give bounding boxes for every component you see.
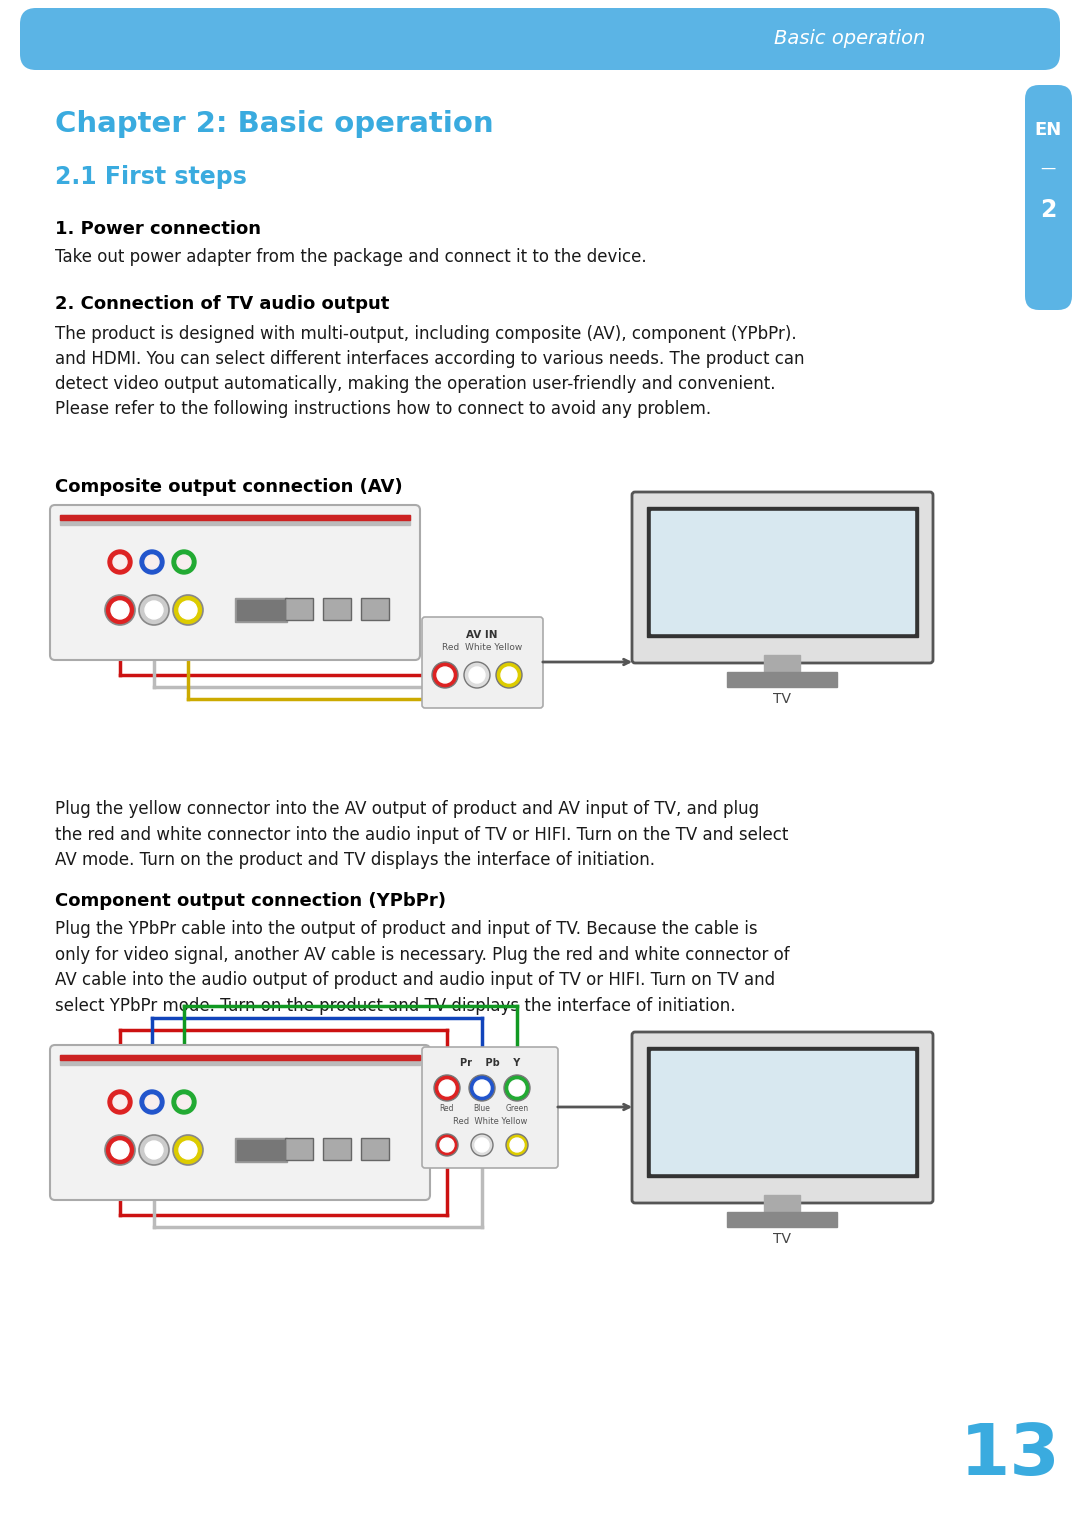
- Bar: [237, 1140, 285, 1160]
- Text: 2: 2: [1040, 198, 1056, 222]
- Circle shape: [108, 1089, 132, 1114]
- Circle shape: [504, 1075, 530, 1102]
- Text: Pr    Pb    Y: Pr Pb Y: [460, 1059, 521, 1068]
- Text: Green: Green: [505, 1105, 528, 1114]
- Text: Blue: Blue: [473, 1105, 490, 1114]
- Text: Red: Red: [440, 1105, 455, 1114]
- Circle shape: [464, 662, 490, 688]
- Text: The product is designed with multi-output, including composite (AV), component (: The product is designed with multi-outpu…: [55, 325, 805, 418]
- Circle shape: [145, 1141, 163, 1160]
- Text: Plug the yellow connector into the AV output of product and AV input of TV, and : Plug the yellow connector into the AV ou…: [55, 800, 788, 869]
- Text: 2. Connection of TV audio output: 2. Connection of TV audio output: [55, 296, 390, 313]
- Circle shape: [172, 550, 195, 574]
- Bar: [285, 597, 313, 620]
- Bar: [764, 1195, 800, 1216]
- Circle shape: [145, 601, 163, 619]
- Bar: [60, 515, 410, 525]
- Circle shape: [509, 1080, 525, 1095]
- Text: Composite output connection (AV): Composite output connection (AV): [55, 478, 403, 496]
- Bar: [235, 1138, 287, 1161]
- Text: TV: TV: [773, 1232, 791, 1246]
- Circle shape: [145, 555, 159, 568]
- Circle shape: [179, 1141, 197, 1160]
- Text: Take out power adapter from the package and connect it to the device.: Take out power adapter from the package …: [55, 248, 647, 267]
- Circle shape: [140, 550, 164, 574]
- Circle shape: [177, 555, 191, 568]
- Circle shape: [474, 1080, 490, 1095]
- Circle shape: [177, 1095, 191, 1109]
- Text: Plug the YPbPr cable into the output of product and input of TV. Because the cab: Plug the YPbPr cable into the output of …: [55, 921, 789, 1016]
- Circle shape: [469, 1075, 495, 1102]
- Bar: [651, 512, 914, 633]
- Bar: [651, 1051, 914, 1174]
- Circle shape: [471, 1134, 492, 1157]
- FancyBboxPatch shape: [632, 492, 933, 663]
- Circle shape: [113, 555, 127, 568]
- FancyBboxPatch shape: [632, 1033, 933, 1203]
- Circle shape: [111, 1141, 129, 1160]
- Text: 13: 13: [960, 1422, 1061, 1491]
- Circle shape: [111, 601, 129, 619]
- Circle shape: [501, 666, 517, 683]
- Circle shape: [139, 1135, 168, 1164]
- FancyBboxPatch shape: [21, 8, 1059, 70]
- Bar: [60, 1056, 420, 1060]
- Circle shape: [173, 1135, 203, 1164]
- Bar: [323, 597, 351, 620]
- Text: Basic operation: Basic operation: [774, 29, 926, 49]
- Text: AV IN: AV IN: [467, 630, 498, 640]
- Text: TV: TV: [773, 692, 791, 706]
- Circle shape: [438, 1080, 455, 1095]
- Circle shape: [496, 662, 522, 688]
- FancyBboxPatch shape: [1025, 84, 1072, 309]
- Bar: [285, 1138, 313, 1160]
- Circle shape: [105, 1135, 135, 1164]
- Circle shape: [432, 662, 458, 688]
- Bar: [647, 507, 918, 637]
- Circle shape: [113, 1095, 127, 1109]
- FancyBboxPatch shape: [50, 1045, 430, 1200]
- Text: —: —: [1040, 161, 1055, 176]
- Circle shape: [434, 1075, 460, 1102]
- Circle shape: [108, 550, 132, 574]
- Circle shape: [440, 1138, 454, 1152]
- Circle shape: [105, 594, 135, 625]
- Bar: [361, 597, 389, 620]
- Circle shape: [179, 601, 197, 619]
- Bar: [727, 673, 837, 686]
- Bar: [60, 1056, 420, 1065]
- Circle shape: [139, 594, 168, 625]
- Circle shape: [437, 666, 453, 683]
- Circle shape: [436, 1134, 458, 1157]
- Text: Red  White Yellow: Red White Yellow: [453, 1117, 527, 1126]
- Text: 1. Power connection: 1. Power connection: [55, 221, 261, 237]
- Text: Component output connection (YPbPr): Component output connection (YPbPr): [55, 892, 446, 910]
- Bar: [235, 597, 287, 622]
- Circle shape: [507, 1134, 528, 1157]
- Text: Chapter 2: Basic operation: Chapter 2: Basic operation: [55, 110, 494, 138]
- FancyBboxPatch shape: [422, 617, 543, 708]
- Circle shape: [510, 1138, 524, 1152]
- Text: 2.1 First steps: 2.1 First steps: [55, 165, 247, 188]
- FancyBboxPatch shape: [422, 1046, 558, 1167]
- Bar: [647, 1046, 918, 1177]
- Bar: [323, 1138, 351, 1160]
- Circle shape: [140, 1089, 164, 1114]
- Circle shape: [172, 1089, 195, 1114]
- Bar: [237, 601, 285, 620]
- Text: Red  White Yellow: Red White Yellow: [442, 643, 522, 653]
- Circle shape: [173, 594, 203, 625]
- Bar: [764, 656, 800, 677]
- Bar: [361, 1138, 389, 1160]
- FancyBboxPatch shape: [50, 506, 420, 660]
- Circle shape: [145, 1095, 159, 1109]
- Circle shape: [469, 666, 485, 683]
- Bar: [60, 515, 410, 519]
- Text: EN: EN: [1035, 121, 1062, 139]
- Circle shape: [475, 1138, 489, 1152]
- Bar: [727, 1212, 837, 1227]
